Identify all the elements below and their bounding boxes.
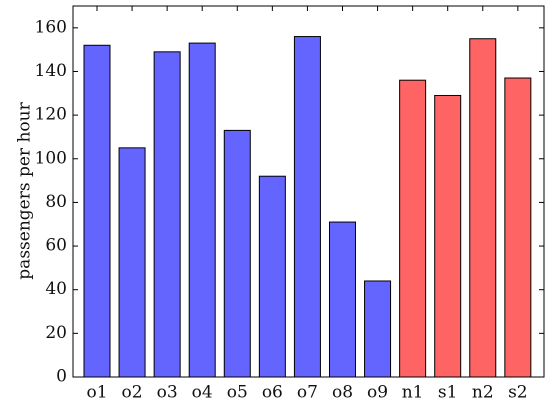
y-tick-label: 60	[45, 236, 67, 256]
x-tick-label: o6	[262, 383, 283, 403]
bar-o3	[153, 51, 181, 378]
y-tick-label: 0	[56, 367, 67, 387]
bar-n1	[399, 79, 427, 378]
y-tick-label: 120	[35, 105, 67, 125]
x-tick-label: o9	[367, 383, 388, 403]
bar-s2	[504, 77, 532, 378]
bar-o9	[364, 280, 392, 378]
y-tick-label: 40	[45, 279, 67, 299]
x-tick-label: s2	[508, 383, 528, 403]
bar-series	[83, 36, 532, 378]
x-tick-label: s1	[438, 383, 458, 403]
x-tick-label: o2	[122, 383, 143, 403]
x-tick-label: o8	[332, 383, 353, 403]
bar-o5	[223, 129, 251, 378]
bar-o4	[188, 42, 216, 378]
y-tick-label: 100	[35, 148, 67, 168]
bar-n2	[469, 38, 497, 378]
y-tick-label: 140	[35, 61, 67, 81]
bar-o1	[83, 44, 111, 378]
x-tick-label: o5	[227, 383, 248, 403]
bar-o2	[118, 147, 146, 378]
y-tick-label: 20	[45, 323, 67, 343]
bar-o6	[258, 175, 286, 378]
y-tick-label: 160	[35, 17, 67, 37]
x-tick-label: o3	[157, 383, 178, 403]
x-tick-label: n1	[402, 383, 424, 403]
x-tick-label: o1	[86, 383, 107, 403]
y-axis: 0 20 40 60 80 100 120 140 160	[35, 17, 544, 387]
x-axis: o1 o2 o3 o4 o5 o6 o7 o8 o9 n1 s1 n2 s2	[86, 6, 528, 403]
bar-o7	[293, 36, 321, 378]
x-tick-label: o7	[297, 383, 318, 403]
bar-o8	[328, 221, 356, 378]
x-tick-label: n2	[472, 383, 494, 403]
y-axis-title: passengers per hour	[15, 101, 35, 279]
y-tick-label: 80	[45, 192, 67, 212]
x-tick-label: o4	[192, 383, 213, 403]
bar-s1	[434, 94, 462, 378]
